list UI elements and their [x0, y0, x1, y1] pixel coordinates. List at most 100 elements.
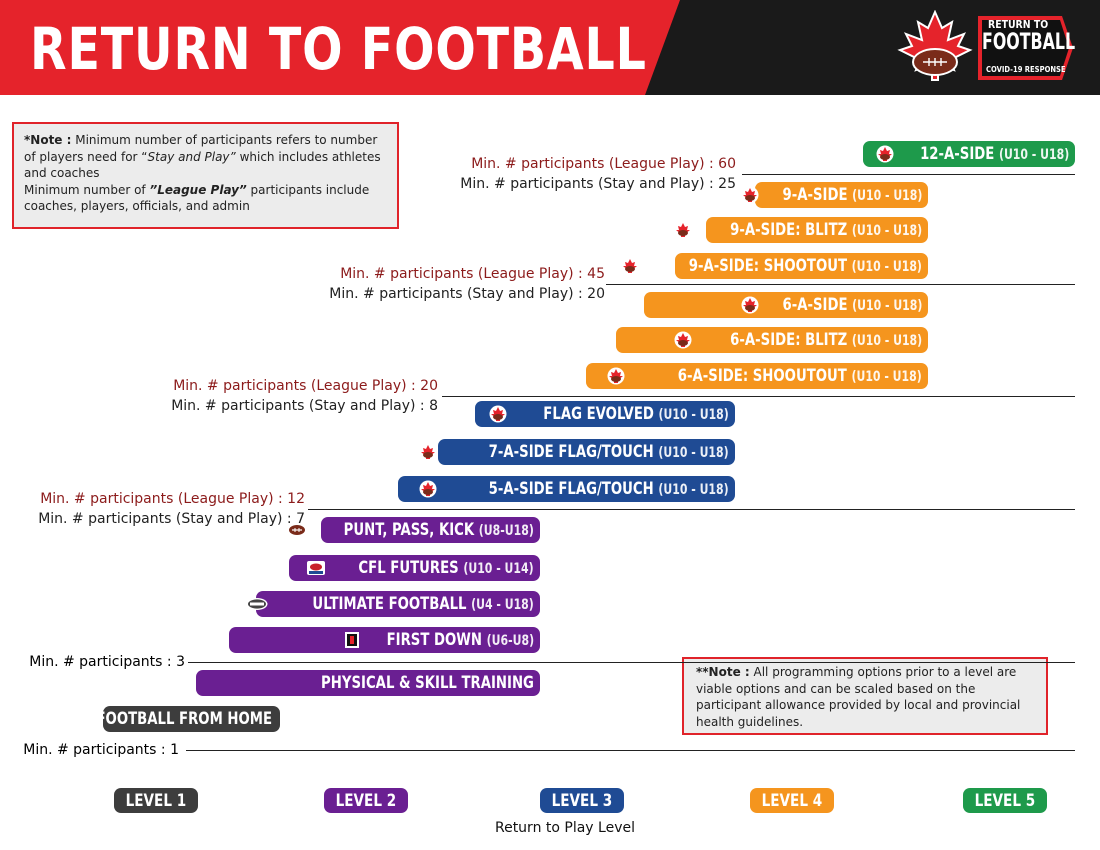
stay-play-label: Min. # participants (Stay and Play) : 8: [171, 398, 438, 414]
logo-graphic: [897, 9, 1073, 81]
program-flag-evolved: FLAG EVOLVED (U10 - U18): [475, 401, 735, 427]
program-ages: (U10 - U18): [851, 259, 922, 275]
program-ages: (U10 - U18): [851, 298, 922, 314]
program-6-a-side-shootout: 6-A-SIDE: SHOOUTOUT (U10 - U18): [586, 363, 928, 389]
program-name: 9-A-SIDE: SHOOTOUT: [688, 256, 848, 276]
program-name: 7-A-SIDE FLAG/TOUCH: [489, 442, 655, 462]
league-play-label: Min. # participants (League Play) : 60: [471, 156, 736, 172]
program-name: PUNT, PASS, KICK: [343, 520, 475, 540]
level-label: LEVEL 2: [335, 790, 397, 811]
threshold-label-45: Min. # participants (League Play) : 45 M…: [329, 264, 605, 304]
threshold-label-3: Min. # participants : 3: [29, 654, 185, 670]
note-bold: *Note :: [24, 133, 72, 147]
program-6-a-side-blitz: 6-A-SIDE: BLITZ (U10 - U18): [616, 327, 928, 353]
program-ages: (U10 - U18): [851, 223, 922, 239]
program-5-a-side-flag-touch: 5-A-SIDE FLAG/TOUCH (U10 - U18): [398, 476, 735, 502]
league-play-label: Min. # participants (League Play) : 12: [40, 491, 305, 507]
program-football-from-home: FOOTBALL FROM HOME: [96, 706, 280, 732]
threshold-line: [308, 509, 1075, 510]
maple-leaf-icon: [741, 186, 759, 204]
program-cfl-futures: CFL FUTURES (U10 - U14): [289, 555, 540, 581]
logo-text-3: COVID-19 RESPONSE: [986, 65, 1066, 74]
note-programming-options: **Note : All programming options prior t…: [682, 657, 1048, 735]
level-2-badge: LEVEL 2: [324, 788, 408, 813]
maple-leaf-icon: [489, 405, 507, 423]
program-ages: (U8-U18): [478, 523, 534, 539]
level-label: LEVEL 3: [551, 790, 613, 811]
threshold-line: [186, 750, 1075, 751]
program-ages: (U10 - U18): [851, 333, 922, 349]
maple-leaf-icon: [621, 257, 639, 275]
program-name: 6-A-SIDE: BLITZ: [730, 330, 848, 350]
program-ages: (U6-U8): [486, 633, 534, 649]
stay-play-label: Min. # participants (Stay and Play) : 25: [460, 176, 736, 192]
stay-play-label: Min. # participants (Stay and Play) : 7: [38, 511, 305, 527]
program-punt-pass-kick: PUNT, PASS, KICK (U8-U18): [287, 517, 540, 543]
program-ages: (U10 - U18): [851, 188, 922, 204]
program-name: FLAG EVOLVED: [543, 404, 655, 424]
program-physical-skill-training: PHYSICAL & SKILL TRAINING: [196, 670, 540, 696]
program-name: FOOTBALL FROM HOME: [96, 709, 272, 729]
program-ages: (U10 - U18): [658, 482, 729, 498]
program-9-a-side: 9-A-SIDE (U10 - U18): [741, 182, 928, 208]
note-bold: **Note :: [696, 665, 750, 679]
x-axis-label: Return to Play Level: [494, 820, 635, 836]
program-name: PHYSICAL & SKILL TRAINING: [321, 673, 534, 693]
threshold-label-1: Min. # participants : 1: [23, 742, 179, 758]
first-down-icon: [344, 632, 359, 648]
program-6-a-side: 6-A-SIDE (U10 - U18): [644, 292, 928, 318]
program-name: 12-A-SIDE: [919, 144, 995, 164]
program-ages: (U10 - U18): [851, 369, 922, 385]
page-title: RETURN TO FOOTBALL: [30, 15, 647, 83]
level-label: LEVEL 1: [125, 790, 187, 811]
note-italic: ”League Play”: [149, 182, 247, 197]
maple-leaf-icon: [607, 367, 625, 385]
program-name: CFL FUTURES: [358, 558, 460, 578]
level-label: LEVEL 4: [761, 790, 823, 811]
threshold-label-12: Min. # participants (League Play) : 12 M…: [38, 489, 305, 529]
program-ultimate-football: ULTIMATE FOOTBALL (U4 - U18): [246, 591, 540, 617]
level-1-badge: LEVEL 1: [114, 788, 198, 813]
maple-leaf-icon: [419, 480, 437, 498]
level-5-badge: LEVEL 5: [963, 788, 1047, 813]
stay-play-label: Min. # participants (Stay and Play) : 20: [329, 286, 605, 302]
program-name: 9-A-SIDE: [782, 185, 848, 205]
note-italic: Stay and Play”: [147, 149, 236, 164]
threshold-label-20: Min. # participants (League Play) : 20 M…: [171, 376, 438, 416]
program-7-a-side-flag-touch: 7-A-SIDE FLAG/TOUCH (U10 - U18): [419, 439, 735, 465]
program-12-a-side: 12-A-SIDE (U10 - U18): [863, 141, 1075, 167]
cfl-futures-icon: [307, 561, 326, 575]
football-icon: [287, 523, 308, 537]
note-text: which includes athletes and coaches: [24, 149, 381, 181]
maple-leaf-icon: [741, 296, 759, 314]
threshold-line: [742, 174, 1075, 175]
program-ages: (U10 - U18): [658, 445, 729, 461]
logo-text-2: FOOTBALL: [982, 30, 1076, 55]
threshold-line: [442, 396, 1075, 397]
note-text: Minimum number of: [24, 182, 150, 197]
maple-leaf-icon: [876, 145, 894, 163]
maple-leaf-icon: [674, 221, 692, 239]
threshold-line: [606, 284, 1075, 285]
level-4-badge: LEVEL 4: [750, 788, 834, 813]
note-text: All programming options prior to a level…: [696, 665, 1021, 729]
program-ages: (U4 - U18): [471, 597, 534, 613]
note-participants: *Note : Minimum number of participants r…: [12, 122, 399, 229]
return-to-football-logo: RETURN TO FOOTBALL COVID-19 RESPONSE: [890, 9, 1080, 86]
threshold-label-60: Min. # participants (League Play) : 60 M…: [460, 154, 736, 194]
program-name: 5-A-SIDE FLAG/TOUCH: [489, 479, 655, 499]
program-name: FIRST DOWN: [386, 630, 482, 650]
program-name: 6-A-SIDE: SHOOUTOUT: [678, 366, 848, 386]
program-9-a-side-blitz: 9-A-SIDE: BLITZ (U10 - U18): [674, 217, 928, 243]
logo-text-1: RETURN TO: [988, 18, 1049, 31]
league-play-label: Min. # participants (League Play) : 20: [173, 378, 438, 394]
note-text: Minimum number of participants refers to…: [24, 133, 378, 164]
maple-leaf-icon: [674, 331, 692, 349]
program-name: 6-A-SIDE: [782, 295, 848, 315]
program-ages: (U10 - U14): [463, 561, 534, 577]
header-banner: [0, 0, 1100, 95]
threshold-line: [188, 662, 1075, 663]
program-ages: (U10 - U18): [658, 407, 729, 423]
level-label: LEVEL 5: [974, 790, 1036, 811]
program-9-a-side-shootout: 9-A-SIDE: SHOOTOUT (U10 - U18): [621, 253, 928, 279]
